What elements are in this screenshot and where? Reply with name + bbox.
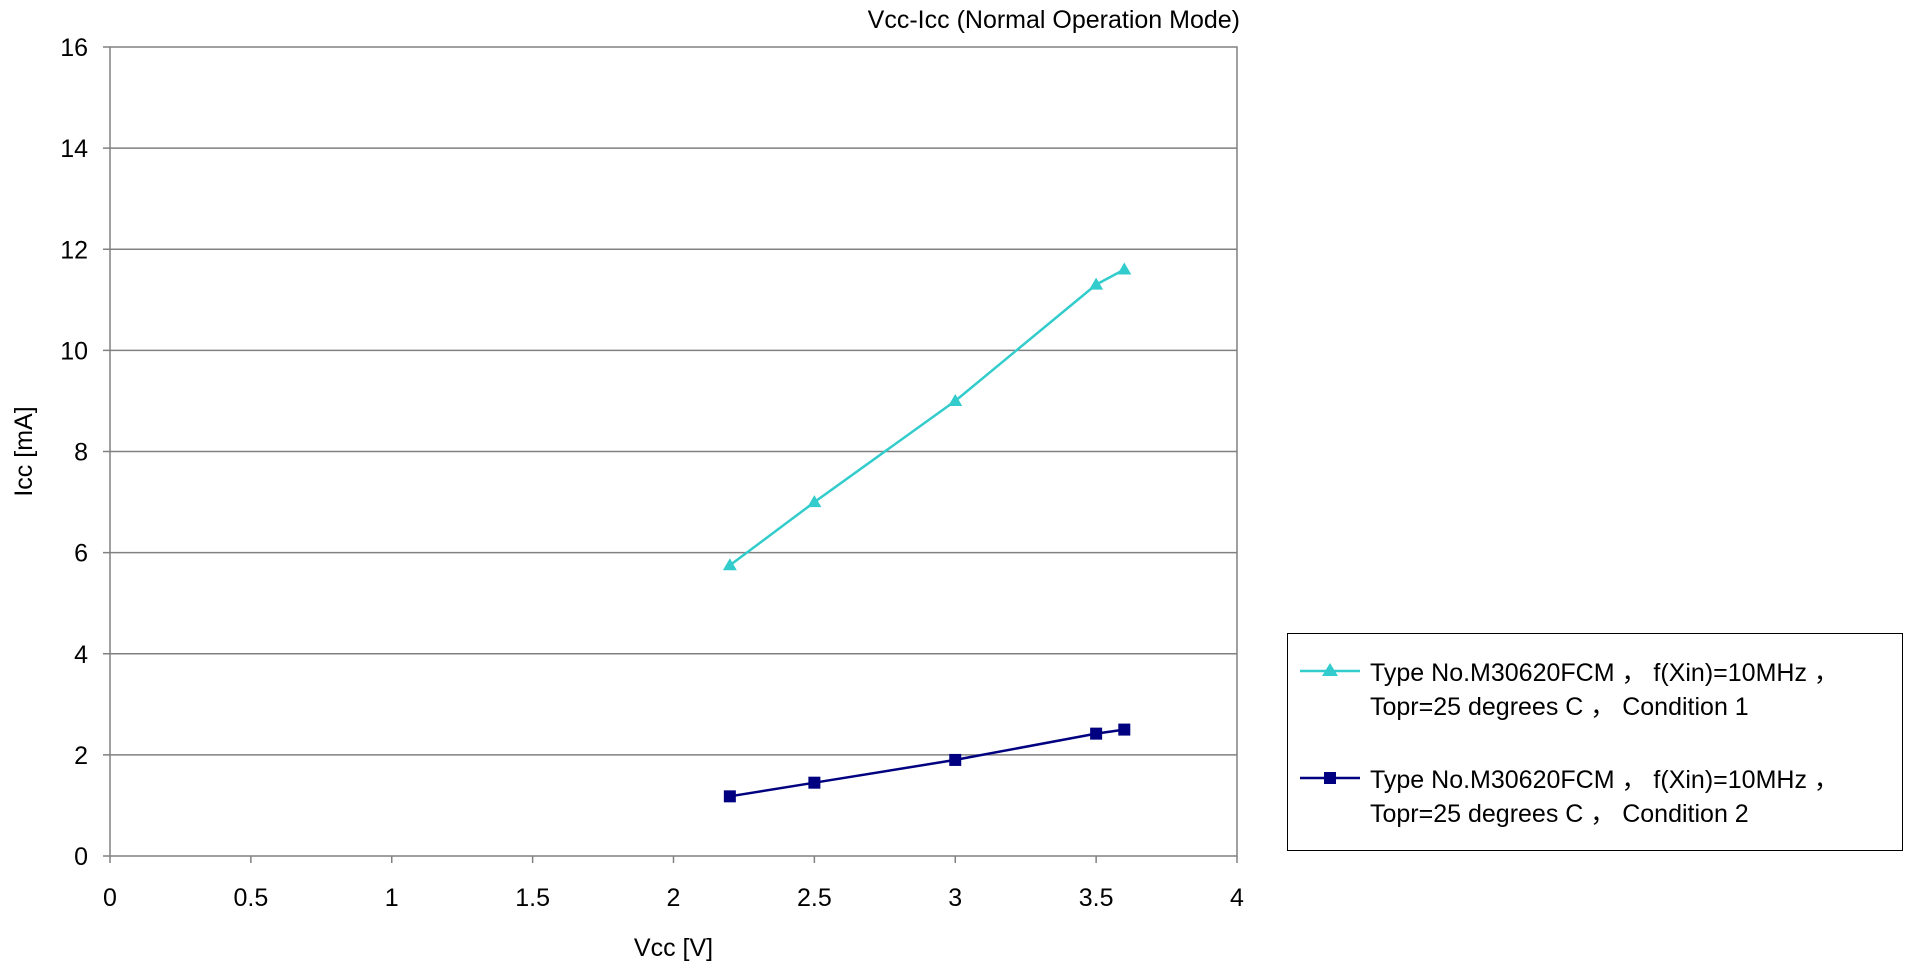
legend-item-condition-2: Type No.M30620FCM ， f(Xin)=10MHz ， Topr=… bbox=[1298, 765, 1900, 831]
legend-swatch-triangle-icon bbox=[1300, 663, 1360, 676]
y-tick-label: 2 bbox=[74, 742, 88, 770]
chart-legend: Type No.M30620FCM ， f(Xin)=10MHz ， Topr=… bbox=[1287, 633, 1903, 851]
chart-title: Vcc-Icc (Normal Operation Mode) bbox=[867, 6, 1240, 34]
series-2-point bbox=[1118, 723, 1131, 736]
grid-lines bbox=[110, 147, 1237, 756]
series-2-line bbox=[729, 728, 1125, 798]
x-tick-label: 0.5 bbox=[233, 884, 268, 912]
y-tick-label: 12 bbox=[60, 236, 88, 264]
y-axis-label: Icc [mA] bbox=[10, 406, 38, 496]
series-1-point bbox=[722, 558, 737, 571]
series-2-point bbox=[949, 753, 962, 766]
y-tick-label: 14 bbox=[60, 135, 88, 163]
series-1-point bbox=[1117, 262, 1132, 275]
axes: 0 2 4 6 8 10 12 14 16 0 0.5 1 1.5 2 2.5 3 3.5 4 bbox=[60, 34, 1244, 912]
series-1-point bbox=[948, 393, 963, 406]
series-1-point bbox=[807, 495, 822, 508]
y-tick-label: 10 bbox=[60, 337, 88, 365]
series-2-point bbox=[808, 776, 821, 789]
x-tick-label: 3.5 bbox=[1079, 884, 1114, 912]
x-tick-label: 1.5 bbox=[515, 884, 550, 912]
series-2-point bbox=[1090, 727, 1103, 740]
x-tick-label: 1 bbox=[385, 884, 399, 912]
legend-label-condition-2: Type No.M30620FCM ， f(Xin)=10MHz ， Topr=… bbox=[1370, 766, 1839, 828]
legend-label-condition-1: Type No.M30620FCM ， f(Xin)=10MHz ， Topr=… bbox=[1370, 659, 1839, 721]
legend-swatch-square-icon bbox=[1300, 772, 1360, 784]
y-tick-label: 16 bbox=[60, 34, 88, 62]
y-tick-label: 4 bbox=[74, 641, 88, 669]
y-tick-label: 8 bbox=[74, 439, 88, 467]
series-1-point bbox=[1089, 277, 1104, 290]
y-tick-label: 0 bbox=[74, 843, 88, 871]
x-tick-label: 4 bbox=[1230, 884, 1244, 912]
x-tick-label: 0 bbox=[103, 884, 117, 912]
x-tick-label: 2.5 bbox=[797, 884, 832, 912]
x-axis-label: Vcc [V] bbox=[634, 934, 713, 962]
series-group bbox=[722, 262, 1132, 803]
legend-item-condition-1: Type No.M30620FCM ， f(Xin)=10MHz ， Topr=… bbox=[1298, 658, 1900, 724]
series-2-point bbox=[723, 790, 736, 803]
x-tick-label: 2 bbox=[667, 884, 681, 912]
series-1-line bbox=[729, 268, 1125, 567]
y-tick-label: 6 bbox=[74, 540, 88, 568]
series-1 bbox=[722, 262, 1132, 571]
series-2 bbox=[723, 723, 1131, 803]
x-tick-label: 3 bbox=[948, 884, 962, 912]
